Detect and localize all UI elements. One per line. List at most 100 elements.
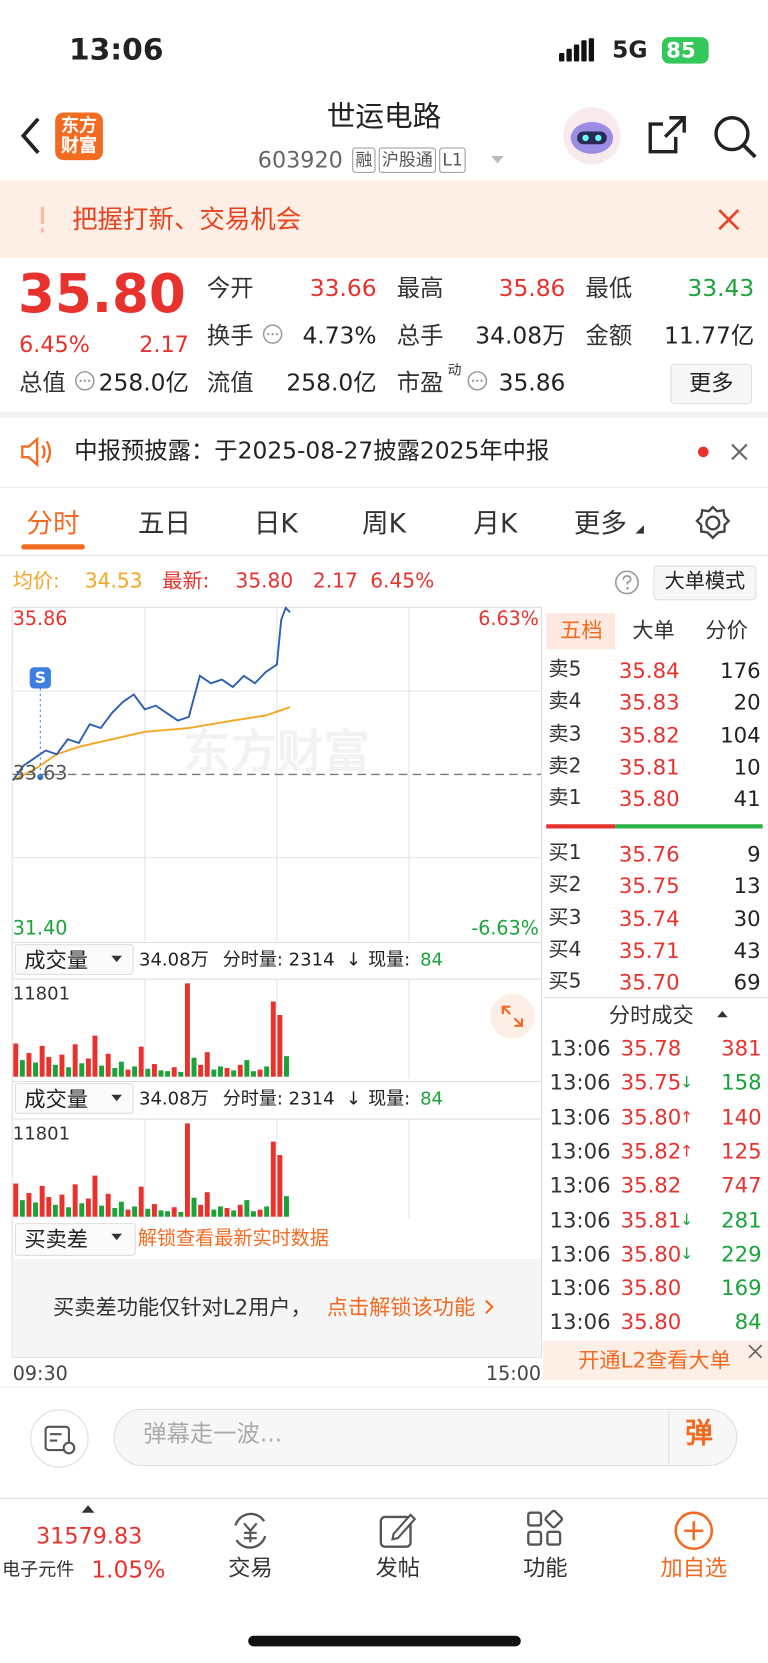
nav-item[interactable]: 功能 bbox=[522, 1555, 568, 1581]
latest-change-pct: 6.45% bbox=[370, 569, 435, 593]
settings-button[interactable] bbox=[695, 505, 731, 541]
period-tab[interactable]: 周K bbox=[362, 508, 406, 539]
trade-time: 13:06 bbox=[549, 1172, 611, 1198]
volume-bar bbox=[165, 1071, 171, 1077]
network: 5G bbox=[612, 37, 648, 64]
book-tab[interactable]: 五档 bbox=[560, 617, 603, 643]
info-circle bbox=[262, 324, 283, 344]
book-tab[interactable]: 分价 bbox=[705, 617, 748, 643]
book-label: 买3 bbox=[548, 905, 582, 929]
stock-title: 世运电路 bbox=[326, 100, 442, 134]
volume-arrow: ↓ bbox=[345, 949, 361, 971]
info-dot bbox=[476, 379, 479, 382]
current-label: 现量: bbox=[368, 949, 411, 971]
volume-dropdown[interactable] bbox=[14, 944, 134, 975]
sort-arrow[interactable] bbox=[717, 1010, 728, 1018]
volume-bar bbox=[211, 1209, 217, 1217]
volume-bar bbox=[19, 1200, 25, 1217]
book-tab[interactable]: 大单 bbox=[632, 617, 675, 643]
diff-unlock[interactable]: 解锁查看最新实时数据 bbox=[137, 1227, 329, 1250]
book-label: 卖5 bbox=[548, 657, 582, 682]
period-tab[interactable]: 分时 bbox=[26, 508, 80, 539]
more-button[interactable] bbox=[670, 363, 753, 405]
volume-bar bbox=[217, 1206, 223, 1217]
volume-bar bbox=[112, 1208, 118, 1217]
danmaku-settings[interactable] bbox=[30, 1409, 89, 1468]
mode-button[interactable] bbox=[653, 565, 757, 601]
volume-bar bbox=[211, 1069, 217, 1077]
volume-bar bbox=[99, 1205, 105, 1217]
trade-price: 35.81 bbox=[620, 1206, 682, 1233]
share-button[interactable] bbox=[646, 114, 688, 156]
period-tab[interactable]: 月K bbox=[473, 508, 518, 539]
banner[interactable] bbox=[0, 180, 768, 258]
diff-dropdown[interactable] bbox=[14, 1223, 136, 1256]
volume-bar bbox=[244, 1060, 250, 1077]
field-value: 258.0亿 bbox=[286, 370, 377, 397]
notice-close[interactable] bbox=[731, 443, 748, 461]
trade-volume: 84 bbox=[734, 1309, 762, 1335]
banner-close[interactable] bbox=[717, 208, 740, 231]
index-value[interactable]: 31579.83 bbox=[36, 1523, 143, 1549]
comment-input[interactable] bbox=[113, 1408, 738, 1467]
trade-arrow: ↓ bbox=[679, 1209, 694, 1229]
post-icon bbox=[379, 1513, 417, 1548]
help-button[interactable] bbox=[614, 570, 639, 595]
volume-bar bbox=[72, 1184, 78, 1217]
book-label: 买1 bbox=[548, 841, 582, 865]
trade-time: 13:06 bbox=[549, 1206, 611, 1233]
signal-icon bbox=[559, 38, 595, 62]
l2-banner[interactable] bbox=[543, 1340, 768, 1381]
volume-bar bbox=[99, 1065, 105, 1077]
period-tab[interactable]: 五日 bbox=[137, 508, 191, 539]
expand-button[interactable] bbox=[490, 993, 535, 1039]
volume-dropdown[interactable] bbox=[14, 1083, 134, 1114]
minute-volume: 分时量: 2314 bbox=[222, 1088, 335, 1110]
nav-item[interactable]: 交易 bbox=[228, 1555, 273, 1581]
volume-bar bbox=[66, 1207, 72, 1217]
field-label: 流值 bbox=[206, 370, 254, 397]
arrow bbox=[635, 525, 644, 534]
volume-bar bbox=[151, 1204, 157, 1217]
volume-bar bbox=[284, 1056, 289, 1077]
volume-bar bbox=[85, 1198, 91, 1217]
period-tab[interactable]: 日K bbox=[253, 508, 298, 539]
field-value: 33.43 bbox=[687, 275, 755, 303]
change-pct: 6.45% bbox=[19, 332, 90, 358]
notice-icon bbox=[21, 436, 52, 468]
book-volume: 104 bbox=[720, 721, 761, 748]
l2-close[interactable] bbox=[748, 1344, 763, 1359]
index-arrow bbox=[81, 1505, 95, 1513]
volume-bar bbox=[72, 1044, 78, 1077]
divider bbox=[0, 411, 768, 418]
danmaku-button[interactable]: 弹 bbox=[685, 1418, 713, 1451]
diff-link[interactable]: 点击解锁该功能 bbox=[326, 1294, 476, 1320]
status-time: 13:06 bbox=[68, 31, 164, 67]
latest-label: 最新: bbox=[162, 569, 210, 593]
back-button[interactable] bbox=[19, 117, 42, 155]
volume-bar bbox=[105, 1053, 111, 1077]
tag-list: 融沪股通 L1 bbox=[352, 147, 466, 173]
volume-bar bbox=[178, 1211, 184, 1217]
logo[interactable] bbox=[55, 112, 103, 161]
search-button[interactable] bbox=[712, 114, 759, 161]
trade-volume: 140 bbox=[721, 1103, 762, 1130]
volume-bar bbox=[132, 1206, 138, 1217]
trade-volume: 229 bbox=[721, 1240, 762, 1267]
volume-bar bbox=[59, 1054, 65, 1077]
period-tab[interactable]: 更多 bbox=[573, 508, 627, 539]
trade-time: 13:06 bbox=[549, 1069, 611, 1096]
dropdown-arrow[interactable] bbox=[491, 155, 504, 164]
divider bbox=[668, 1410, 670, 1464]
pct-bottom: -6.63% bbox=[471, 917, 539, 940]
volume-bar bbox=[92, 1035, 98, 1077]
robot-avatar[interactable] bbox=[562, 106, 621, 165]
nav-item[interactable]: 发帖 bbox=[375, 1555, 421, 1581]
nav-item[interactable]: 加自选 bbox=[660, 1555, 728, 1581]
price-bottom: 31.40 bbox=[12, 917, 68, 940]
volume-bar bbox=[79, 1063, 85, 1077]
volume-bar bbox=[237, 1064, 243, 1077]
notice-text[interactable]: 中报预披露：于2025-08-27披露2025年中报 bbox=[74, 438, 550, 465]
intraday-chart: S bbox=[11, 606, 542, 941]
volume-bar bbox=[19, 1060, 25, 1077]
